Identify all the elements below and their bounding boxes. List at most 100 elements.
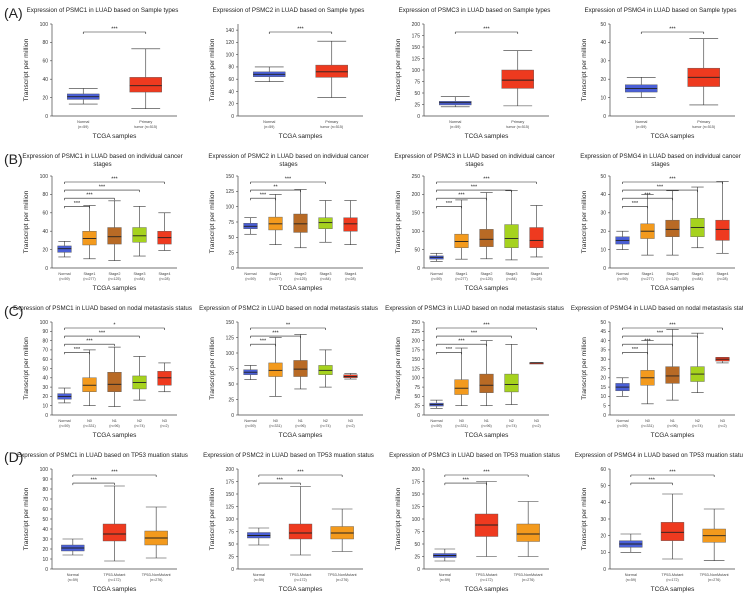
sig-label: *** (669, 323, 676, 329)
sig-label: *** (111, 27, 118, 33)
x-tick-label: tumor (n=515) (320, 125, 343, 129)
y-tick-label: 125 (226, 189, 235, 195)
y-tick-label: 0 (231, 413, 234, 419)
chart-title: Expression of PSMG4 in LUAD based on Sam… (584, 7, 736, 14)
y-tick-label: 30 (600, 211, 606, 217)
x-tick-label: (n=28) (345, 277, 356, 281)
y-tick-label: 25 (414, 404, 420, 410)
y-tick-label: 25 (228, 554, 234, 560)
y-tick-label: 50 (414, 91, 420, 97)
y-tick-label: 100 (226, 52, 235, 58)
y-tick-label: 20 (228, 102, 234, 108)
x-tick-label: Primary (697, 120, 710, 124)
y-tick-label: 100 (40, 320, 49, 326)
y-tick-label: 0 (231, 114, 234, 120)
x-axis-label: TCGA samples (93, 586, 137, 593)
x-axis-label: TCGA samples (279, 586, 323, 593)
y-tick-label: 50 (600, 483, 606, 489)
x-tick-label: N1 (670, 419, 675, 423)
sig-label: *** (644, 193, 651, 199)
x-tick-label: (n=172) (480, 578, 493, 582)
y-tick-label: 30 (600, 59, 606, 65)
y-tick-label: 30 (600, 357, 606, 363)
y-tick-label: 40 (42, 527, 48, 533)
x-tick-label: N2 (695, 419, 700, 423)
y-tick-label: 50 (600, 22, 606, 28)
y-tick-label: 125 (226, 335, 235, 341)
y-tick-label: 75 (414, 529, 420, 535)
box-stage3 (504, 224, 519, 248)
y-tick-label: 40 (600, 192, 606, 198)
box-tp53-nonmutant (516, 523, 540, 542)
x-tick-label: tumor (n=515) (506, 125, 529, 129)
x-tick-label: (n=74) (320, 424, 331, 428)
x-tick-label: Stage3 (505, 272, 517, 276)
y-tick-label: 0 (45, 114, 48, 120)
y-tick-label: 120 (226, 40, 235, 46)
y-tick-label: 25 (414, 554, 420, 560)
y-tick-label: 50 (414, 394, 420, 400)
y-tick-label: 25 (600, 366, 606, 372)
x-tick-label: TP53-Mutant (104, 573, 127, 577)
y-axis-label: Transcript per million (209, 337, 216, 400)
x-tick-label: (n=74) (134, 424, 145, 428)
y-tick-label: 50 (228, 235, 234, 241)
chart-title: Expression of PSMG4 in LUAD based on ind… (580, 153, 741, 160)
box-primary tumor (501, 69, 534, 89)
chart-panel: Expression of PSMC2 in LUAD based on TP5… (203, 452, 374, 593)
chart-title: stages (93, 161, 111, 168)
chart-title: stages (651, 161, 669, 168)
box-primary tumor (315, 64, 348, 78)
sig-label: *** (458, 339, 465, 345)
sig-label: *** (632, 201, 639, 207)
x-tick-label: (n=276) (708, 578, 721, 582)
y-tick-label: 40 (228, 89, 234, 95)
chart-title: Expression of PSMG4 in LUAD based on TP5… (575, 452, 743, 459)
y-axis-label: Transcript per million (581, 190, 588, 253)
y-tick-label: 50 (228, 382, 234, 388)
y-tick-label: 100 (40, 467, 49, 473)
x-tick-label: Normal (439, 573, 451, 577)
y-tick-label: 140 (226, 28, 235, 34)
y-tick-label: 25 (228, 397, 234, 403)
y-tick-label: 75 (414, 385, 420, 391)
y-tick-label: 10 (600, 247, 606, 253)
x-tick-label: Stage2 (294, 272, 306, 276)
sig-label: *** (483, 323, 490, 329)
sig-label: *** (74, 201, 81, 207)
x-tick-label: (n=2) (718, 424, 727, 428)
x-tick-label: (n=28) (531, 277, 542, 281)
y-axis-label: Transcript per million (581, 337, 588, 400)
chart-title: Expression of PSMC3 in LUAD based on Sam… (399, 7, 551, 14)
x-tick-label: (n=84) (506, 277, 517, 281)
y-tick-label: 150 (412, 357, 421, 363)
y-axis-label: Transcript per million (23, 190, 30, 253)
sig-label: *** (276, 478, 283, 484)
sig-label: *** (483, 27, 490, 33)
x-axis-label: TCGA samples (465, 285, 509, 292)
y-tick-label: 100 (226, 351, 235, 357)
x-tick-label: N0 (459, 419, 464, 423)
y-axis-label: Transcript per million (23, 487, 30, 550)
y-tick-label: 100 (226, 204, 235, 210)
y-axis-label: Transcript per million (581, 38, 588, 101)
y-tick-label: 200 (412, 22, 421, 28)
x-tick-label: Normal (263, 120, 275, 124)
y-axis-label: Transcript per million (581, 487, 588, 550)
x-tick-label: Stage3 (691, 272, 703, 276)
x-tick-label: (n=277) (83, 277, 96, 281)
y-tick-label: 200 (412, 338, 421, 344)
x-tick-label: (n=96) (109, 424, 120, 428)
x-tick-label: (n=172) (108, 578, 121, 582)
box-stage3 (318, 217, 333, 229)
chart-title: Expression of PSMC2 in LUAD based on TP5… (203, 452, 374, 459)
x-tick-label: (n=74) (692, 424, 703, 428)
y-tick-label: 20 (42, 394, 48, 400)
x-tick-label: TP53-NonMutant (328, 573, 358, 577)
x-tick-label: (n=172) (666, 578, 679, 582)
y-tick-label: 10 (42, 557, 48, 563)
x-axis-label: TCGA samples (279, 133, 323, 140)
sig-label: *** (462, 478, 469, 484)
x-axis-label: TCGA samples (651, 432, 695, 439)
y-tick-label: 0 (231, 567, 234, 573)
